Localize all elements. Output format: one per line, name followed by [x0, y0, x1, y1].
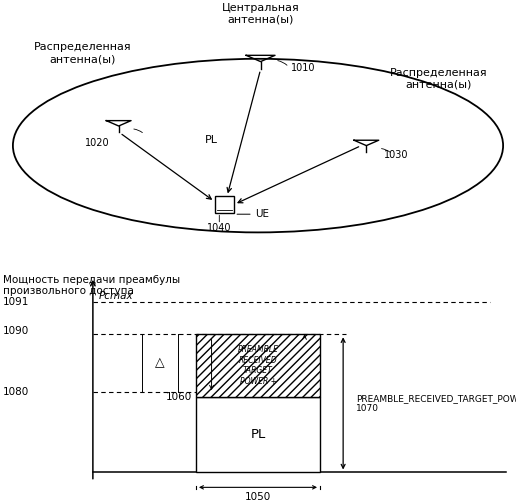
Text: 1091: 1091 — [3, 297, 29, 307]
Text: 1080: 1080 — [3, 387, 29, 397]
Text: PREAMBLE
RECEIVED
TARGET
POWER +: PREAMBLE RECEIVED TARGET POWER + — [237, 346, 279, 386]
Text: PL: PL — [205, 135, 218, 145]
Bar — [196, 334, 320, 396]
Text: Распределенная
антенна(ы): Распределенная антенна(ы) — [390, 68, 488, 89]
Text: 1060: 1060 — [166, 392, 192, 402]
Text: 1050: 1050 — [245, 492, 271, 500]
Text: 1040: 1040 — [207, 223, 232, 233]
Text: 1020: 1020 — [85, 138, 110, 148]
Text: Распределенная
антенна(ы): Распределенная антенна(ы) — [34, 42, 132, 64]
Text: 1010: 1010 — [291, 63, 315, 73]
Text: △: △ — [155, 356, 165, 370]
Text: Pсmax: Pсmax — [99, 291, 134, 301]
Text: PREAMBLE_RECEIVED_TARGET_POWER
1070: PREAMBLE_RECEIVED_TARGET_POWER 1070 — [356, 394, 516, 413]
Text: 1030: 1030 — [384, 150, 409, 160]
Bar — [196, 396, 320, 472]
Bar — [215, 196, 234, 212]
Text: Мощность передачи преамбулы
произвольного доступа: Мощность передачи преамбулы произвольног… — [3, 274, 180, 296]
Text: 1090: 1090 — [3, 326, 29, 336]
Text: PL: PL — [250, 428, 266, 441]
Text: UE: UE — [255, 209, 269, 219]
Text: Центральная
антенна(ы): Центральная антенна(ы) — [222, 3, 299, 24]
